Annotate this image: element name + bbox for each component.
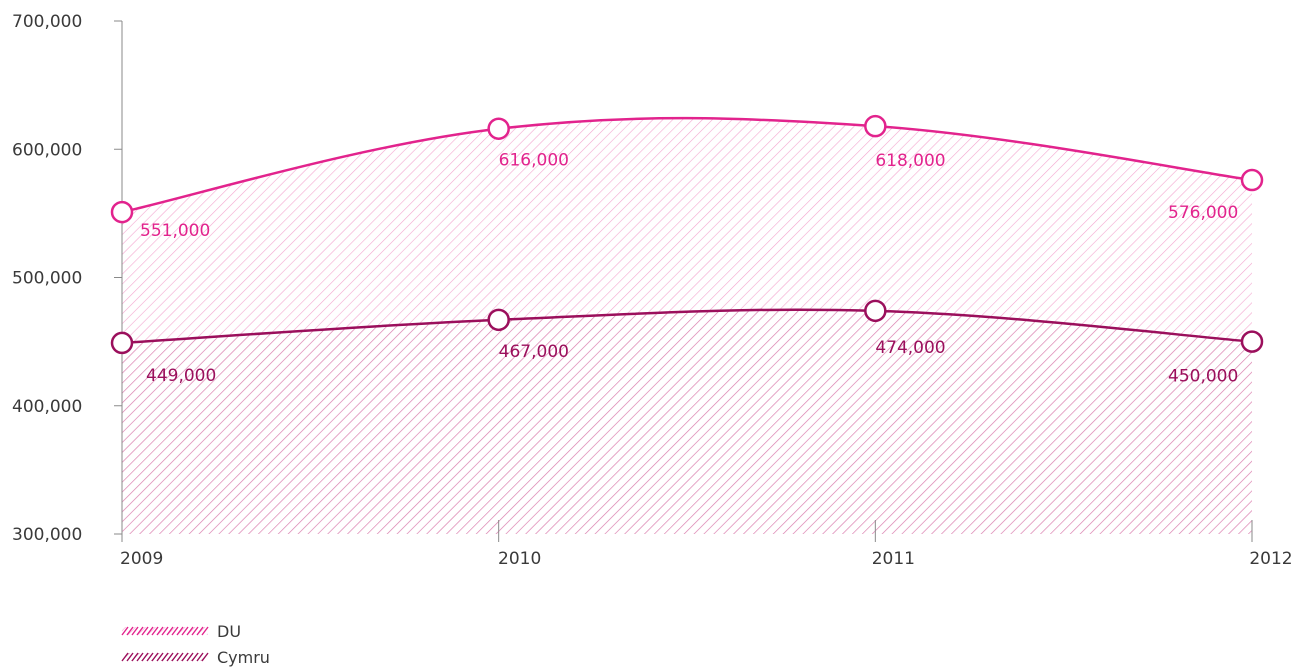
legend-hatch-stroke	[186, 626, 194, 636]
point-du-2009	[110, 200, 134, 224]
axes: 300,000 400,000 500,000 600,000 700,000 2009 2…	[12, 12, 1293, 569]
legend-hatch-stroke	[136, 626, 144, 636]
y-tick-label: 300,000	[12, 525, 82, 545]
line-cymru	[121, 308, 1253, 345]
legend-hatch-stroke	[201, 626, 209, 636]
data-label-cymru-2011: 474,000	[875, 338, 945, 358]
legend-hatch-stroke	[141, 626, 149, 636]
point-du-2012	[1240, 168, 1264, 192]
legend-hatch-stroke	[161, 626, 169, 636]
point-du-2010	[487, 117, 510, 140]
y-tick-label: 500,000	[12, 269, 82, 289]
point-cymru-2011	[864, 299, 887, 323]
legend-hatch-stroke	[176, 652, 184, 662]
data-label-cymru-2009: 449,000	[146, 366, 216, 386]
legend-hatch-stroke	[196, 626, 204, 636]
data-label-cymru-2010: 467,000	[499, 342, 569, 362]
area-layer	[122, 118, 1252, 534]
legend-hatch-stroke	[151, 652, 159, 662]
legend-hatch-stroke	[131, 652, 139, 662]
legend-hatch-stroke	[136, 652, 144, 662]
y-tick-label: 400,000	[12, 397, 82, 417]
legend-hatch-stroke	[141, 652, 149, 662]
legend-hatch-stroke	[171, 626, 179, 636]
legend-hatch-stroke	[131, 626, 139, 636]
legend: DU Cymru	[121, 622, 270, 667]
x-tick-label: 2010	[498, 549, 541, 569]
legend-hatch-stroke	[146, 652, 154, 662]
legend-hatch-stroke	[121, 626, 129, 636]
legend-hatch-stroke	[166, 626, 174, 636]
legend-hatch-stroke	[126, 652, 134, 662]
legend-hatch-stroke	[191, 626, 199, 636]
legend-hatch-stroke	[176, 626, 184, 636]
series-lines	[121, 116, 1253, 345]
legend-hatch-stroke	[151, 626, 159, 636]
legend-hatch-stroke	[146, 626, 154, 636]
legend-hatch-stroke	[156, 626, 164, 636]
data-label-du-2009: 551,000	[140, 221, 210, 241]
legend-hatch-stroke	[121, 652, 129, 662]
legend-hatch-stroke	[196, 652, 204, 662]
x-tick-label: 2009	[120, 549, 163, 569]
x-tick-label: 2012	[1249, 549, 1292, 569]
y-tick-label: 600,000	[12, 140, 82, 160]
data-label-du-2010: 616,000	[499, 151, 569, 171]
legend-hatch-stroke	[191, 652, 199, 662]
point-cymru-2010	[487, 308, 510, 332]
legend-hatch-stroke	[181, 626, 189, 636]
legend-hatch-stroke	[166, 652, 174, 662]
legend-hatch-stroke	[156, 652, 164, 662]
area-cymru	[122, 309, 1252, 534]
legend-hatch-stroke	[171, 652, 179, 662]
legend-hatch-stroke	[126, 626, 134, 636]
legend-hatch-stroke	[181, 652, 189, 662]
series-markers	[110, 114, 1264, 355]
line-du	[121, 116, 1253, 214]
x-tick-label: 2011	[872, 549, 915, 569]
data-label-du-2012: 576,000	[1168, 203, 1238, 223]
legend-label-cymru: Cymru	[217, 648, 270, 667]
legend-label-du: DU	[217, 622, 241, 641]
legend-hatch-stroke	[186, 652, 194, 662]
point-du-2011	[864, 114, 887, 138]
legend-hatch-stroke	[201, 652, 209, 662]
data-label-du-2011: 618,000	[875, 151, 945, 171]
point-cymru-2009	[110, 331, 134, 355]
legend-hatch-stroke	[161, 652, 169, 662]
data-label-cymru-2012: 450,000	[1168, 367, 1238, 387]
point-cymru-2012	[1240, 330, 1264, 353]
y-tick-label: 700,000	[12, 12, 82, 32]
data-labels: 551,000 616,000 618,000 576,000 449,000 467,0…	[140, 151, 1238, 387]
